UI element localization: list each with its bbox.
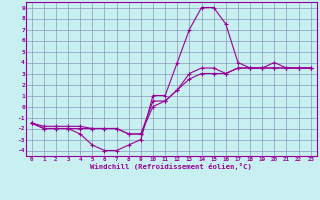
X-axis label: Windchill (Refroidissement éolien,°C): Windchill (Refroidissement éolien,°C) [90,163,252,170]
